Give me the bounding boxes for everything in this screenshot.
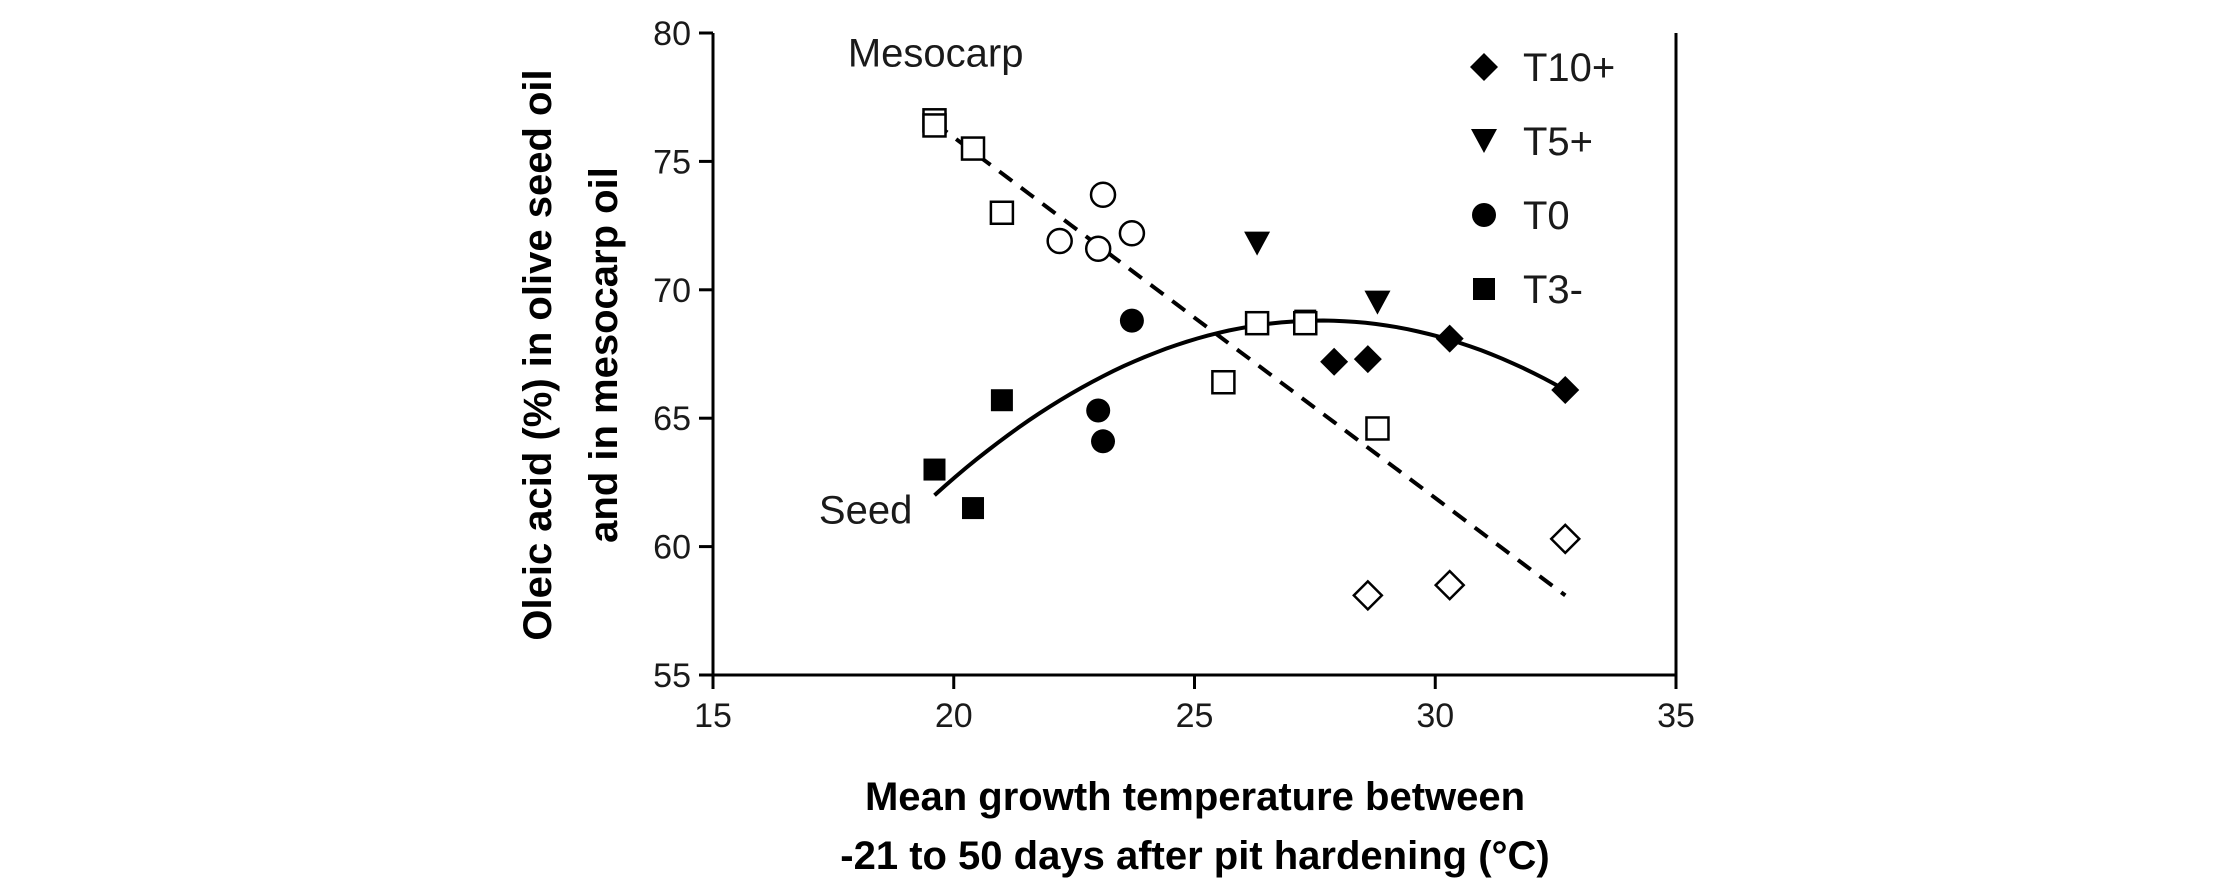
annotations: Mesocarp Seed [819,31,1024,532]
mesocarp-circle-point [1118,220,1146,247]
y-tick-label: 55 [653,657,691,695]
mesocarp-square-point [1244,310,1270,336]
mesocarp-circle-point [1046,227,1073,255]
y-tick-label: 60 [653,529,691,567]
x-tick-label: 35 [1657,697,1695,735]
seed-triangle-down-point [1364,290,1391,315]
mesocarp-square-point [1365,416,1390,441]
x-axis-title-line-2: -21 to 50 days after pit hardening (°C) [840,834,1549,878]
y-tick-label: 65 [653,400,691,438]
x-tick-label: 25 [1176,697,1214,735]
mesocarp-diamond-point [1433,569,1466,601]
legend-t5-marker [1471,129,1497,153]
seed-circle-point [1119,308,1144,333]
y-tick-label: 70 [653,272,691,310]
mesocarp-circle-point [1089,181,1117,209]
y-tick-label: 75 [653,143,691,181]
x-tick-label: 30 [1416,697,1454,735]
legend-t0-marker [1472,203,1496,227]
mesocarp-diamond-point [1549,523,1582,555]
seed-circle-point [1086,398,1111,423]
y-tick-label: 80 [653,15,691,53]
legend-label: T3- [1523,268,1583,312]
seed-square-point [962,497,985,520]
seed-diamond-point [1551,375,1580,404]
annotation-mesocarp: Mesocarp [848,31,1024,75]
seed-diamond-point [1435,324,1464,353]
mesocarp-square-point [960,136,986,161]
seed-diamond-point [1353,345,1382,374]
seed-fit-line [933,318,1567,497]
legend: T10+ T5+ T0 T3- [1470,46,1615,312]
y-axis-title-line-1: Oleic acid (%) in olive seed oil [516,69,560,640]
x-tick-label: 15 [694,697,732,735]
legend-t10-marker [1470,53,1498,81]
seed-diamond-point [1320,347,1349,376]
seed-square-point [923,458,946,481]
data-points [922,108,1582,612]
seed-square-point [990,389,1013,412]
x-axis-title-line-1: Mean growth temperature between [865,775,1525,819]
mesocarp-circle-point [1084,235,1112,262]
annotation-seed: Seed [819,488,912,532]
mesocarp-square-point [922,113,947,138]
fit-lines [933,121,1567,598]
mesocarp-square-point [989,200,1015,226]
y-axis-title-line-2: and in mesocarp oil [582,167,626,543]
legend-label: T0 [1523,194,1570,238]
seed-circle-point [1091,429,1116,454]
legend-t3-marker [1473,278,1495,300]
legend-label: T10+ [1523,46,1615,90]
mesocarp-diamond-point [1352,579,1384,612]
x-ticks: 15 20 25 30 35 [694,675,1695,735]
mesocarp-fit-line [933,121,1567,598]
mesocarp-square-point [1292,310,1318,336]
legend-label: T5+ [1523,120,1593,164]
mesocarp-square-point [1211,369,1236,395]
seed-triangle-down-point [1244,231,1271,256]
x-tick-label: 20 [935,697,973,735]
y-ticks: 55 60 65 70 75 80 [653,15,713,695]
